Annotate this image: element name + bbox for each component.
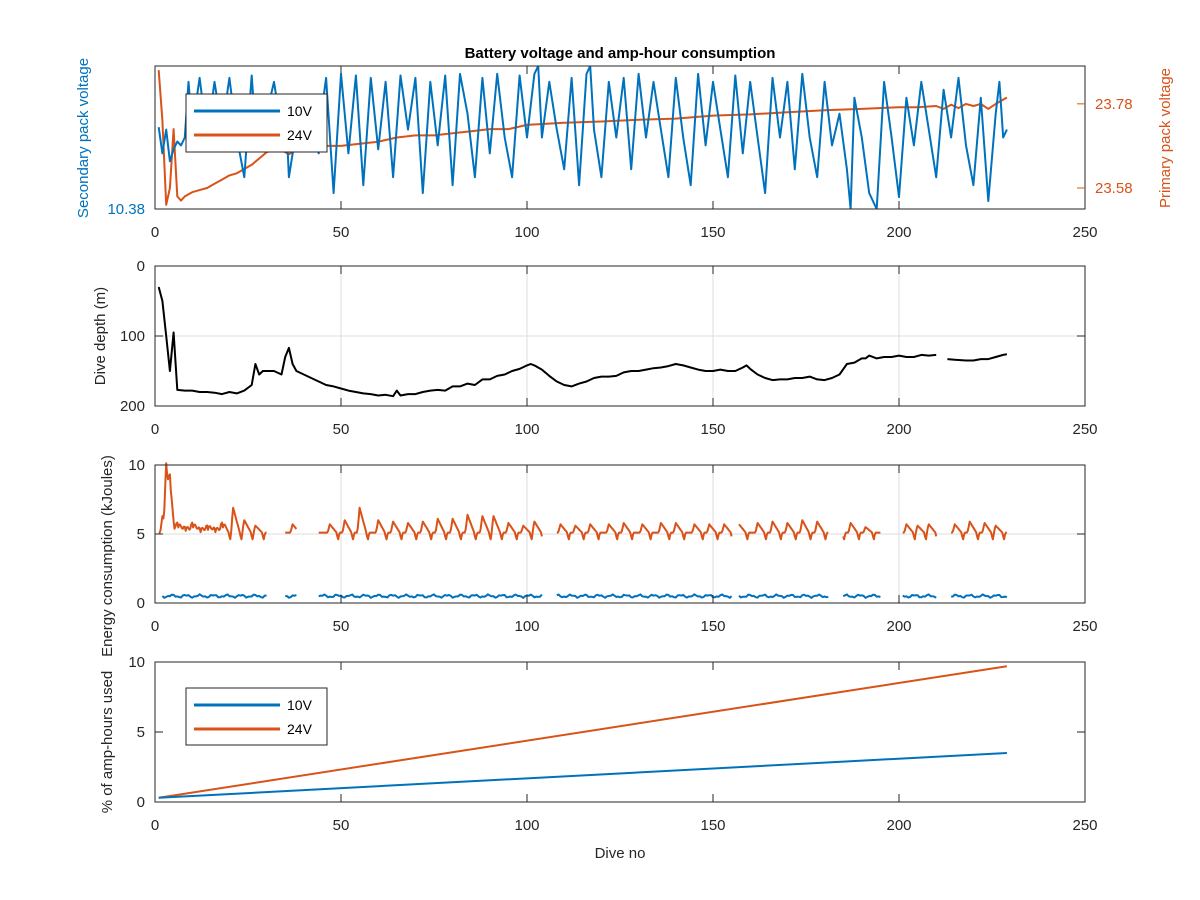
series-line-10v [157, 66, 1008, 209]
y-tick-label: 0 [137, 794, 145, 811]
amphours-xticks: 0 50 100 150 200 250 [151, 662, 1098, 834]
depth-grid [155, 266, 1085, 406]
energy-10v-segment [161, 593, 267, 599]
y-tick-label: 0 [137, 258, 145, 275]
amphours-axis-label: % of amp-hours used [99, 671, 116, 814]
x-tick-label: 200 [886, 224, 911, 241]
energy-24v-segment [738, 519, 829, 541]
dive-no-axis-label: Dive no [595, 845, 646, 862]
energy-24v-segment [318, 506, 543, 541]
energy-10v-segment [318, 593, 543, 599]
voltage-left-yticks: 10.38 [107, 201, 1085, 218]
x-tick-label: 200 [886, 421, 911, 438]
depth-lines [157, 286, 1008, 398]
x-tick-label: 200 [886, 817, 911, 834]
depth-line-segment [947, 353, 1008, 362]
y-tick-label: 100 [120, 328, 145, 345]
y-tick-label: 10 [128, 654, 145, 671]
energy-grid [155, 465, 1085, 603]
depth-axis-label: Dive depth (m) [92, 287, 109, 385]
amphours-legend-label-10v: 10V [287, 697, 313, 713]
y-right-tick-label: 23.78 [1095, 96, 1133, 113]
x-tick-label: 250 [1072, 817, 1097, 834]
amphours-lines [158, 665, 1008, 799]
depth-yticks: 0 100 200 [120, 258, 1085, 415]
x-tick-label: 150 [700, 224, 725, 241]
x-tick-label: 100 [514, 817, 539, 834]
y-tick-label: 5 [137, 526, 145, 543]
energy-lines [158, 462, 1008, 599]
x-tick-label: 150 [700, 618, 725, 635]
energy-24v-segment [556, 522, 733, 541]
x-tick-label: 50 [333, 618, 350, 635]
voltage-legend-label-24v: 24V [287, 127, 313, 143]
voltage-legend: 10V 24V [185, 93, 328, 153]
y-tick-label: 10.38 [107, 201, 145, 218]
x-tick-label: 0 [151, 421, 159, 438]
energy-24v-segment [158, 462, 267, 541]
x-tick-label: 150 [700, 421, 725, 438]
amphours-panel: 0 50 100 150 200 250 0 5 10 % of amp-hours used… [99, 654, 1098, 862]
amphours-line-24v [158, 665, 1008, 799]
y-tick-label: 5 [137, 724, 145, 741]
energy-24v-segment [951, 520, 1007, 541]
y-tick-label: 200 [120, 398, 145, 415]
x-tick-label: 250 [1072, 224, 1097, 241]
x-tick-label: 100 [514, 224, 539, 241]
figure-title: Battery voltage and amp-hour consumption [465, 45, 776, 62]
energy-24v-segment [842, 522, 881, 541]
x-tick-label: 250 [1072, 618, 1097, 635]
energy-10v-segment [842, 593, 881, 599]
voltage-axes-box [154, 65, 1086, 210]
depth-xticks: 0 50 100 150 200 250 [151, 266, 1098, 438]
energy-panel: 0 50 100 150 200 250 0 5 10 Energy consumption … [99, 455, 1098, 657]
energy-yticks: 0 5 10 [128, 457, 1085, 612]
primary-voltage-axis-label: Primary pack voltage [1157, 68, 1174, 208]
amphours-yticks: 0 5 10 [128, 654, 1085, 811]
x-tick-label: 100 [514, 618, 539, 635]
x-tick-label: 0 [151, 817, 159, 834]
energy-10v-segment [556, 593, 733, 599]
voltage-right-yticks: 23.58 23.78 [1077, 96, 1133, 197]
x-tick-label: 250 [1072, 421, 1097, 438]
x-tick-label: 150 [700, 817, 725, 834]
voltage-legend-box [185, 93, 328, 153]
voltage-series-group [157, 66, 1008, 209]
amphours-line-10v [158, 752, 1007, 799]
x-tick-label: 50 [333, 421, 350, 438]
y-right-tick-label: 23.58 [1095, 180, 1133, 197]
energy-24v-segment [285, 523, 298, 534]
energy-10v-segment [951, 593, 1008, 599]
x-tick-label: 50 [333, 817, 350, 834]
amphours-legend-label-24v: 24V [287, 721, 313, 737]
energy-24v-segment [902, 523, 938, 541]
x-tick-label: 0 [151, 224, 159, 241]
secondary-voltage-axis-label: Secondary pack voltage [75, 58, 92, 218]
energy-axis-label: Energy consumption (kJoules) [99, 455, 116, 657]
x-tick-label: 200 [886, 618, 911, 635]
amphours-legend-box [185, 687, 328, 746]
amphours-legend: 10V 24V [185, 687, 328, 746]
x-tick-label: 0 [151, 618, 159, 635]
x-tick-label: 100 [514, 421, 539, 438]
voltage-lines [157, 66, 1008, 209]
voltage-legend-label-10v: 10V [287, 103, 313, 119]
energy-10v-segment [285, 594, 297, 599]
voltage-xticks: 0 50 100 150 200 250 [151, 66, 1098, 241]
voltage-panel: Battery voltage and amp-hour consumption… [75, 45, 1174, 241]
depth-panel: 0 50 100 150 200 250 0 100 200 Dive depth (m) [92, 258, 1098, 438]
depth-line-segment [157, 286, 937, 398]
energy-xticks: 0 50 100 150 200 250 [151, 465, 1098, 635]
y-tick-label: 0 [137, 595, 145, 612]
energy-10v-segment [738, 593, 829, 599]
energy-10v-segment [902, 593, 937, 599]
x-tick-label: 50 [333, 224, 350, 241]
y-tick-label: 10 [128, 457, 145, 474]
